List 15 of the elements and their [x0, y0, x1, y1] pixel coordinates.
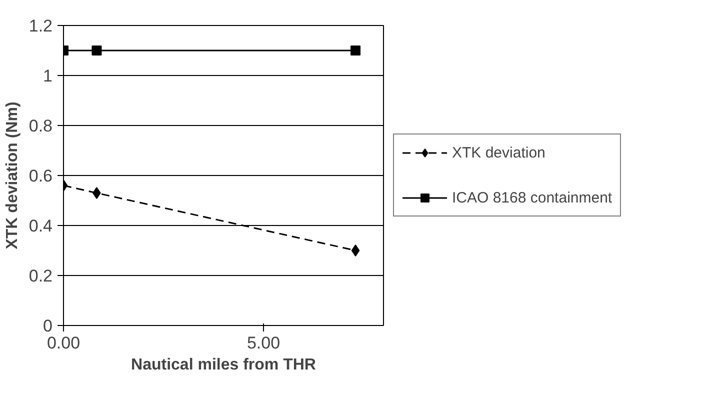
- legend-label: XTK deviation: [452, 144, 546, 161]
- y-tick-label: 1: [43, 66, 53, 86]
- y-tick-label: 0.8: [28, 116, 53, 136]
- x-axis-title: Nautical miles from THR: [131, 356, 316, 374]
- point: [351, 244, 360, 256]
- x-tick-label: 5.00: [246, 334, 280, 352]
- legend-label: ICAO 8168 containment: [452, 189, 612, 206]
- y-tick-label: 0.4: [28, 216, 53, 236]
- point: [350, 46, 360, 56]
- x-tick-label: 0.00: [46, 334, 80, 352]
- y-tick-label: 0.2: [28, 266, 53, 286]
- y-tick-label: 0: [43, 316, 53, 336]
- y-axis-title: XTK deviation (Nm): [4, 102, 21, 250]
- y-tick-label: 1.2: [28, 16, 53, 36]
- y-tick-label: 0.6: [28, 166, 53, 186]
